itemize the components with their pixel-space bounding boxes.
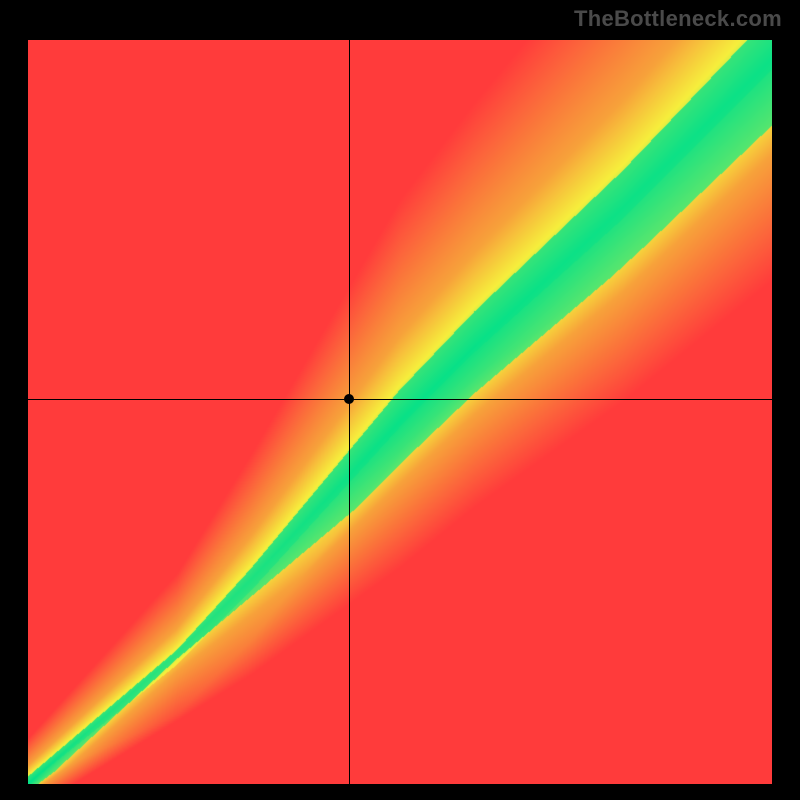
chart-container: TheBottleneck.com <box>0 0 800 800</box>
crosshair-vertical <box>349 40 350 784</box>
watermark-text: TheBottleneck.com <box>574 6 782 32</box>
plot-area <box>28 40 772 784</box>
data-point-marker <box>344 394 354 404</box>
crosshair-horizontal <box>28 399 772 400</box>
heatmap-canvas <box>28 40 772 784</box>
